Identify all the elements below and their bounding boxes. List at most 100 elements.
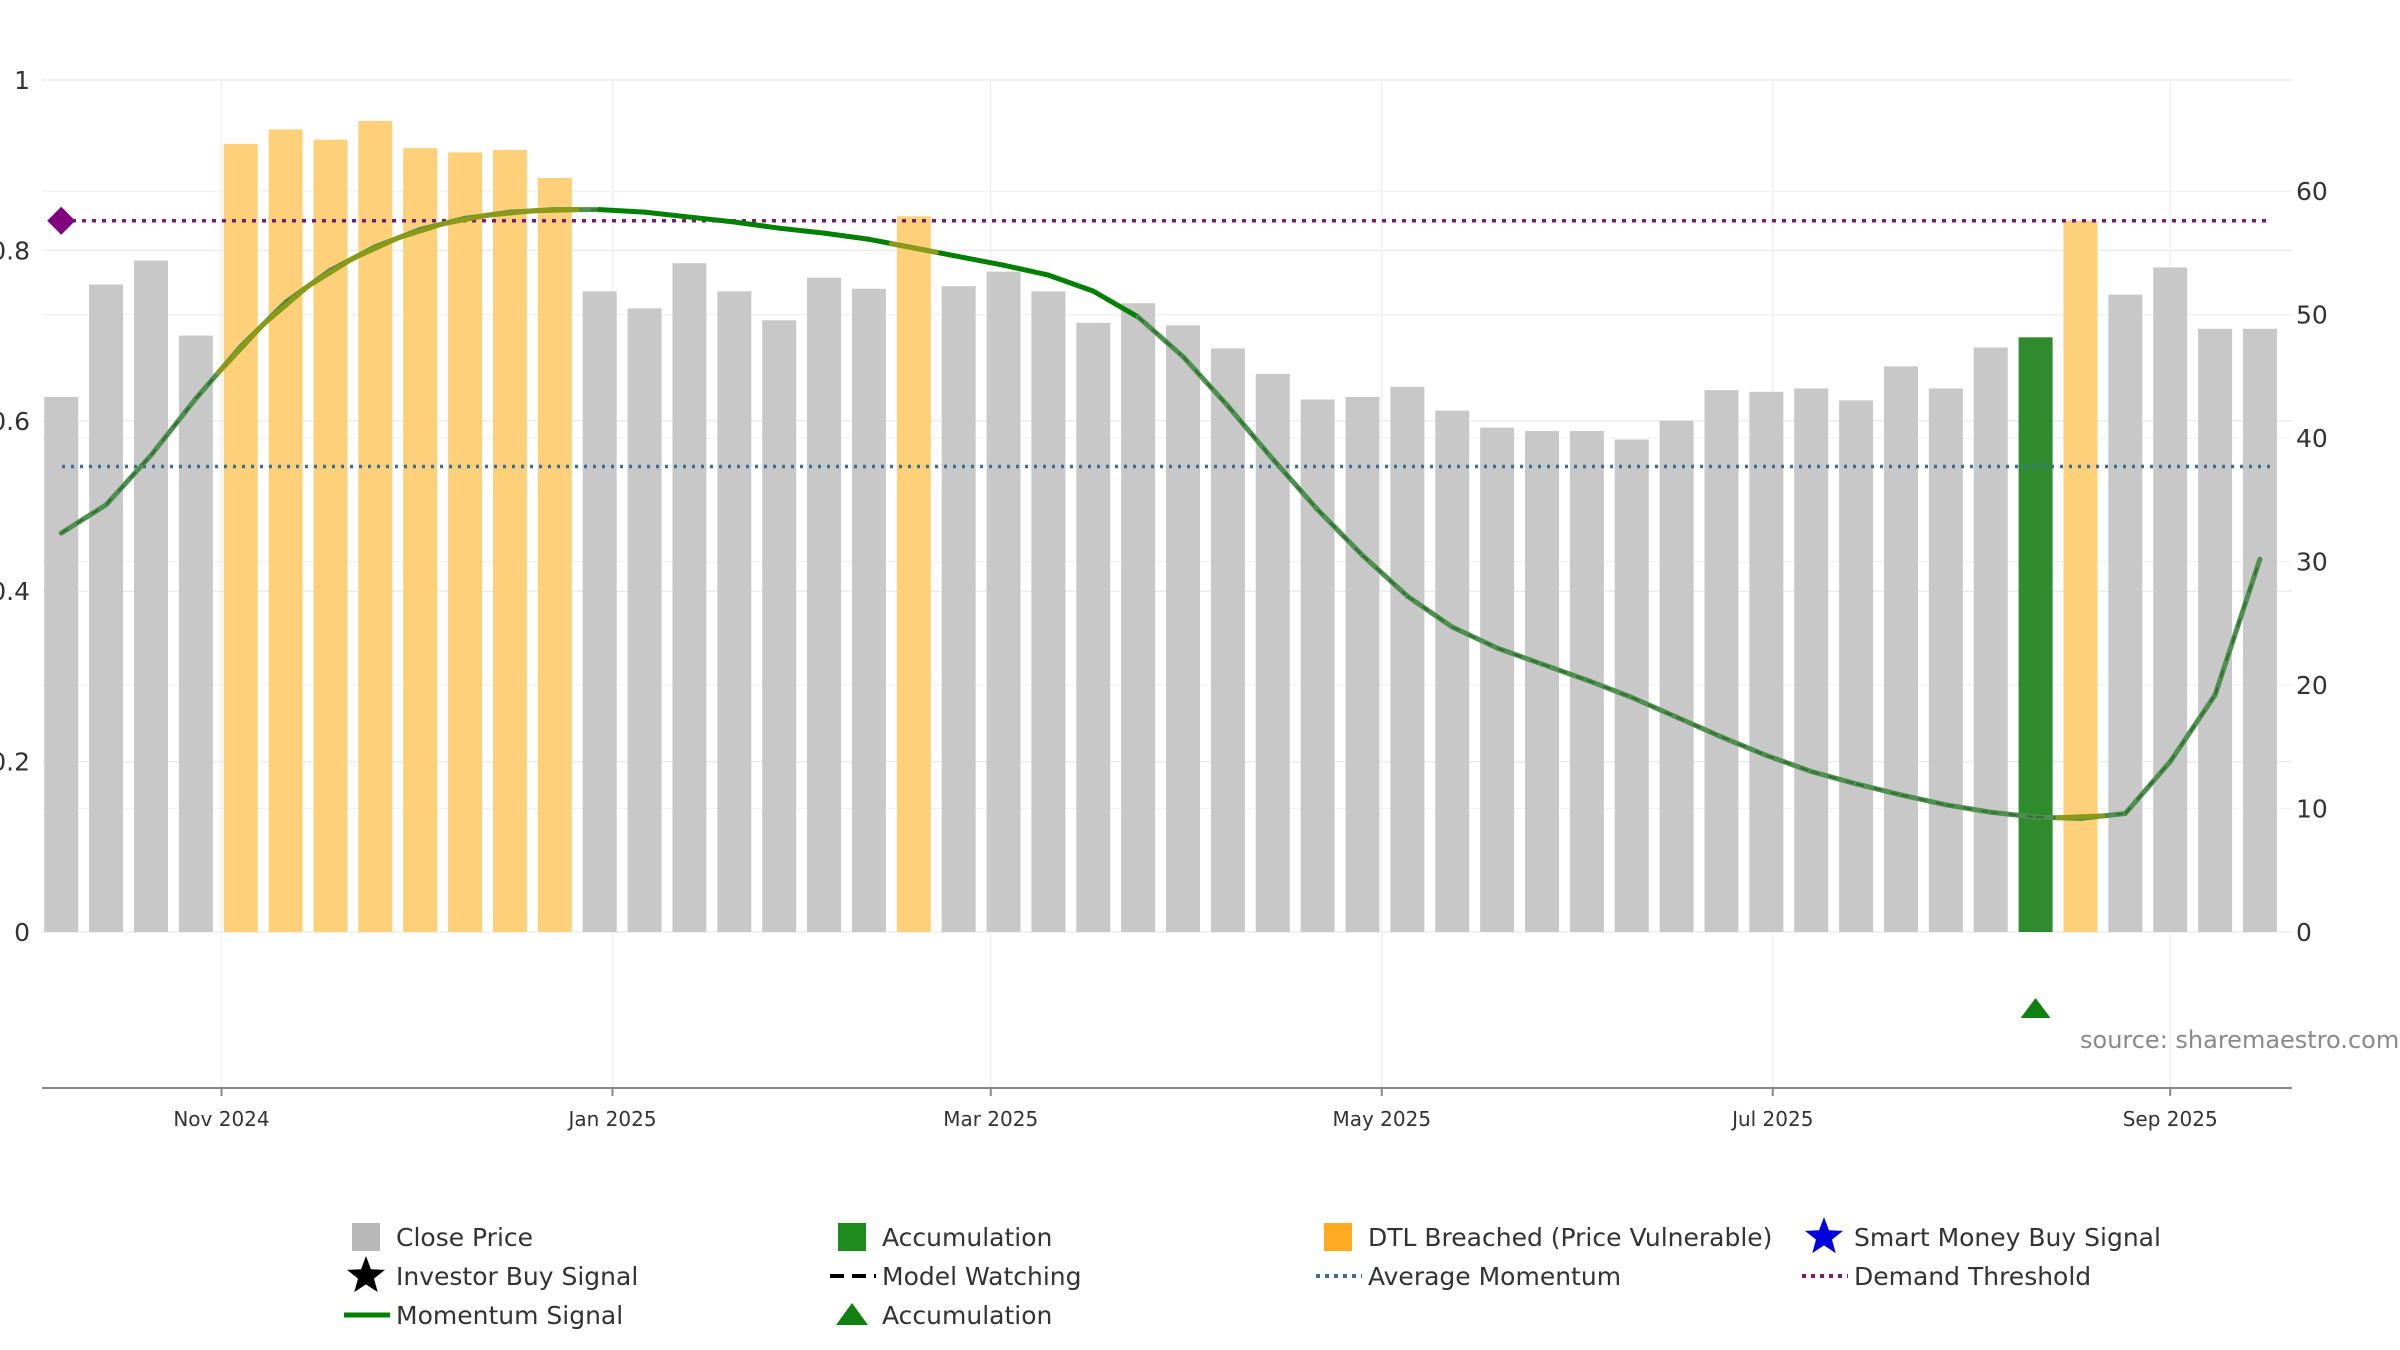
momentum-signal-segment xyxy=(597,207,648,215)
model-watching-dash xyxy=(2169,694,2216,763)
legend-swatch-dtl xyxy=(1324,1223,1352,1251)
momentum-signal-segment xyxy=(1404,593,1455,630)
model-watching-dash xyxy=(1586,679,1633,699)
bar-close xyxy=(2153,267,2188,932)
bar-close xyxy=(44,396,79,933)
right-axis-tick-label: 40 xyxy=(2296,424,2328,453)
bar-close xyxy=(2242,328,2277,932)
legend: Close Price Accumulation DTL Breached (Pri… xyxy=(344,1217,2161,1330)
left-axis-tick-label: 0.2 xyxy=(0,748,30,777)
momentum-on-dtl-segment xyxy=(440,212,491,227)
legend-swatch-close xyxy=(352,1223,380,1251)
bar-close xyxy=(178,335,213,933)
right-axis-tick-label: 30 xyxy=(2296,548,2328,577)
model-watching-dash xyxy=(1451,626,1498,649)
x-axis-tick-label: Jan 2025 xyxy=(566,1107,656,1131)
momentum-signal-segment xyxy=(1315,507,1366,558)
bar-close xyxy=(1166,325,1201,933)
bar-dtl xyxy=(492,149,527,932)
legend-item-acc_marker: Accumulation xyxy=(836,1301,1052,1330)
bar-close xyxy=(941,286,976,933)
bar-dtl xyxy=(268,129,303,932)
model-watching-dash xyxy=(1631,696,1678,719)
legend-item-accumulation: Accumulation xyxy=(838,1223,1052,1252)
momentum-signal-segment xyxy=(956,254,1007,268)
momentum-signal-segment xyxy=(821,230,872,242)
legend-item-smart: Smart Money Buy Signal xyxy=(1804,1217,2161,1254)
x-axis-tick-label: May 2025 xyxy=(1332,1107,1431,1131)
momentum-signal-segment xyxy=(1001,262,1051,278)
model-watching-dash xyxy=(2214,558,2261,696)
bar-close xyxy=(133,260,168,932)
bar-close xyxy=(1435,410,1470,932)
model-watching-dash xyxy=(1182,355,1229,407)
momentum-signal-segment xyxy=(1090,288,1141,320)
legend-item-momentum: Momentum Signal xyxy=(344,1301,623,1330)
demand-marker-diamond xyxy=(47,206,76,235)
bar-close xyxy=(89,284,124,933)
bar-dtl xyxy=(448,152,483,933)
left-axis-tick-label: 0.4 xyxy=(0,577,30,606)
x-axis-tick-label: Sep 2025 xyxy=(2123,1107,2218,1131)
bar-close xyxy=(807,277,842,932)
legend-label-close: Close Price xyxy=(396,1223,533,1252)
bar-close xyxy=(1749,391,1784,932)
momentum-on-dtl-segment xyxy=(888,241,939,255)
legend-item-avg: Average Momentum xyxy=(1316,1262,1621,1291)
model-watching-dash xyxy=(1496,647,1543,665)
bar-dtl xyxy=(896,216,931,932)
bar-dtl xyxy=(537,177,572,933)
source-label: source: sharemaestro.com xyxy=(2080,1026,2399,1054)
model-watching-dash xyxy=(1272,458,1319,511)
x-axis-tick-label: Nov 2024 xyxy=(173,1107,269,1131)
legend-star-smart xyxy=(1804,1217,1844,1254)
legend-label-momentum: Momentum Signal xyxy=(396,1301,623,1330)
bar-close xyxy=(1076,322,1111,932)
legend-item-watching: Model Watching xyxy=(830,1262,1082,1291)
bar-close xyxy=(1480,427,1515,932)
bar-close xyxy=(986,271,1021,932)
momentum-on-dtl-segment xyxy=(260,283,311,327)
legend-label-acc_marker: Accumulation xyxy=(882,1301,1052,1330)
x-axis-tick-label: Mar 2025 xyxy=(943,1107,1038,1131)
model-watching-dash xyxy=(1855,782,1902,796)
legend-label-avg: Average Momentum xyxy=(1368,1262,1621,1291)
model-watching-dash xyxy=(1227,405,1274,460)
bar-close xyxy=(1614,439,1649,932)
left-axis-tick-label: 1 xyxy=(14,66,30,95)
bar-close xyxy=(1928,388,1963,932)
bar-accumulation xyxy=(2018,337,2053,933)
bar-close xyxy=(672,263,707,932)
momentum-on-dtl-segment xyxy=(305,255,356,289)
right-axis-tick-label: 60 xyxy=(2296,177,2328,206)
right-axis-tick-label: 10 xyxy=(2296,795,2328,824)
momentum-on-dtl-segment xyxy=(2055,813,2106,821)
bar-close xyxy=(1704,390,1739,932)
bar-close xyxy=(627,308,662,932)
bar-dtl xyxy=(2063,220,2098,932)
bar-close xyxy=(2198,328,2233,932)
model-watching-dash xyxy=(1676,716,1722,738)
model-watching-dash xyxy=(2124,760,2171,815)
bar-dtl xyxy=(223,143,258,932)
bar-close xyxy=(1883,366,1918,933)
bar-dtl xyxy=(313,139,348,932)
left-axis-tick-label: 0.8 xyxy=(0,236,30,265)
right-axis-tick-label: 0 xyxy=(2296,918,2312,947)
bar-close xyxy=(582,291,617,932)
model-watching-dash xyxy=(1541,663,1588,682)
bar-close xyxy=(1210,348,1245,932)
bar-close xyxy=(1031,291,1066,932)
legend-label-dtl: DTL Breached (Price Vulnerable) xyxy=(1368,1223,1772,1252)
bar-close xyxy=(762,320,797,932)
accumulation-marker-triangle xyxy=(2020,998,2051,1018)
momentum-signal-segment xyxy=(776,225,827,236)
model-watching-dash xyxy=(1810,770,1857,785)
legend-star-investor xyxy=(346,1256,386,1293)
bar-close xyxy=(717,291,752,932)
markers-layer xyxy=(47,206,2051,1018)
legend-item-dtl: DTL Breached (Price Vulnerable) xyxy=(1324,1223,1772,1252)
bar-close xyxy=(1659,420,1694,932)
